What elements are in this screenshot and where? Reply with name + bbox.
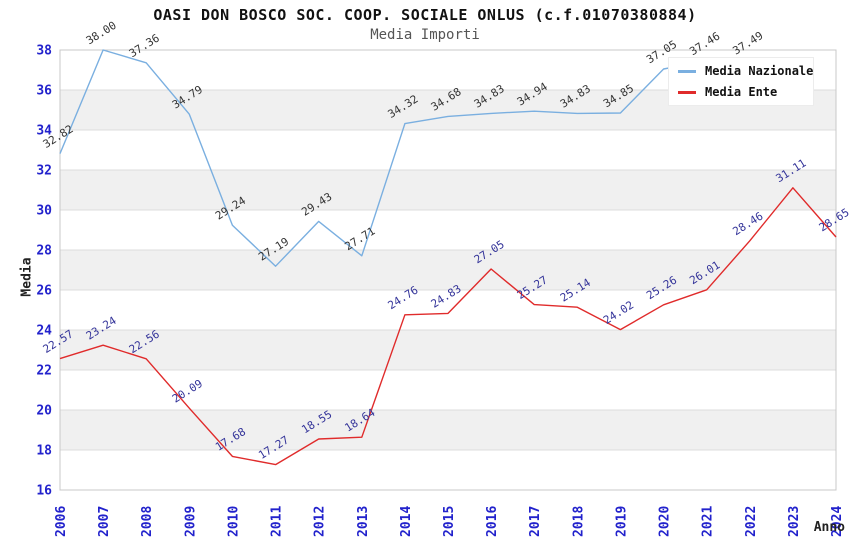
series-line-media-ente	[59, 187, 837, 466]
x-tick-label: 2011	[270, 506, 285, 537]
x-tick-label: 2023	[787, 506, 802, 537]
x-tick-label: 2009	[183, 506, 198, 537]
y-tick-label: 36	[36, 84, 52, 99]
y-tick-label: 20	[36, 404, 52, 419]
legend-item-media-ente: Media Ente	[678, 85, 804, 99]
y-tick-label: 32	[36, 164, 52, 179]
x-tick-label: 2013	[356, 506, 371, 537]
y-tick-label: 34	[36, 124, 52, 139]
data-label: 37.46	[687, 30, 722, 59]
data-label: 24.02	[601, 298, 636, 327]
media-ente-line-swatch	[678, 90, 696, 94]
x-tick-label: 2014	[399, 506, 414, 537]
y-tick-label: 18	[36, 444, 52, 459]
media-nazionale-line-swatch	[678, 69, 696, 73]
x-tick-label: 2008	[140, 506, 155, 537]
grid-band	[60, 170, 836, 210]
x-tick-label: 2024	[830, 506, 845, 537]
x-tick-label: 2015	[442, 506, 457, 537]
series-line-media-nazionale	[59, 49, 750, 267]
x-tick-label: 2007	[97, 506, 112, 537]
x-tick-label: 2012	[313, 506, 328, 537]
grid-band	[60, 250, 836, 290]
y-tick-label: 28	[36, 244, 52, 259]
y-tick-label: 22	[36, 364, 52, 379]
chart-subtitle: Media Importi	[370, 27, 480, 43]
data-label: 27.71	[342, 225, 377, 254]
x-tick-label: 2020	[658, 506, 673, 537]
y-tick-label: 24	[36, 324, 52, 339]
x-tick-label: 2006	[54, 506, 69, 537]
x-tick-label: 2022	[744, 506, 759, 537]
y-axis-title: Media	[19, 257, 35, 297]
legend-item-media-nazionale: Media Nazionale	[678, 64, 813, 78]
legend-label-media-ente: Media Ente	[705, 85, 778, 99]
x-tick-label: 2018	[571, 506, 586, 537]
x-tick-label: 2016	[485, 506, 500, 537]
x-tick-label: 2010	[226, 506, 241, 537]
data-label: 37.49	[730, 29, 765, 58]
x-tick-label: 2017	[528, 506, 543, 537]
legend: Media Nazionale Media Ente	[668, 57, 814, 106]
x-axis-title: Anno	[813, 520, 845, 535]
x-tick-label: 2019	[614, 506, 629, 537]
grid-band	[60, 330, 836, 370]
data-label: 37.36	[127, 32, 162, 61]
data-label: 20.09	[170, 377, 205, 406]
y-tick-label: 16	[36, 484, 52, 499]
legend-label-media-nazionale: Media Nazionale	[705, 64, 814, 78]
grid-band	[60, 410, 836, 450]
data-label: 38.00	[84, 19, 119, 48]
x-tick-label: 2021	[701, 506, 716, 537]
y-tick-label: 30	[36, 204, 52, 219]
chart-title: OASI DON BOSCO SOC. COOP. SOCIALE ONLUS …	[153, 6, 697, 24]
y-tick-label: 38	[36, 44, 52, 59]
plot-border	[59, 49, 837, 491]
y-tick-label: 26	[36, 284, 52, 299]
data-label: 28.46	[730, 210, 765, 239]
